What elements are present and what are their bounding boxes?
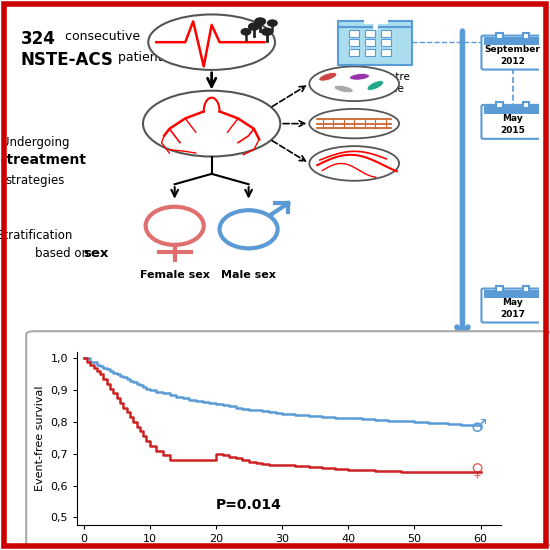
Text: Single centre
experience: Single centre experience: [341, 72, 410, 94]
Circle shape: [249, 23, 259, 30]
Bar: [496, 286, 503, 292]
Bar: [483, 37, 542, 45]
Text: September
2012: September 2012: [485, 45, 541, 66]
Bar: [496, 102, 503, 108]
Bar: [349, 49, 360, 56]
Bar: [522, 286, 529, 292]
FancyBboxPatch shape: [26, 331, 550, 546]
Text: sex: sex: [84, 246, 109, 260]
Text: Undergoing: Undergoing: [1, 136, 69, 148]
Text: ♂: ♂: [471, 417, 487, 436]
Bar: [365, 49, 375, 56]
Text: all-treatment: all-treatment: [0, 153, 87, 167]
Ellipse shape: [309, 109, 399, 139]
Ellipse shape: [309, 146, 399, 181]
Ellipse shape: [309, 67, 399, 101]
Text: Male sex: Male sex: [221, 270, 276, 280]
FancyBboxPatch shape: [481, 289, 544, 322]
Text: May
2017: May 2017: [500, 298, 525, 318]
Ellipse shape: [334, 85, 353, 92]
Text: Female sex: Female sex: [140, 270, 210, 280]
Text: strategies: strategies: [5, 174, 64, 187]
Ellipse shape: [143, 91, 280, 157]
Text: Stratification: Stratification: [0, 229, 73, 243]
Ellipse shape: [367, 81, 383, 90]
Text: consecutive: consecutive: [61, 30, 140, 43]
Bar: [496, 33, 503, 39]
Bar: [381, 39, 391, 46]
Circle shape: [241, 29, 251, 35]
Bar: [381, 49, 391, 56]
FancyBboxPatch shape: [338, 26, 412, 65]
Bar: [349, 30, 360, 37]
Bar: [522, 33, 529, 39]
Bar: [522, 102, 529, 108]
FancyBboxPatch shape: [338, 21, 412, 26]
Text: May
2015: May 2015: [500, 114, 525, 135]
Ellipse shape: [148, 14, 275, 70]
Bar: [483, 290, 542, 298]
Text: ♀: ♀: [471, 462, 484, 480]
Text: 324: 324: [20, 30, 56, 48]
Bar: [349, 39, 360, 46]
Ellipse shape: [319, 73, 337, 81]
Circle shape: [268, 20, 277, 26]
FancyBboxPatch shape: [481, 36, 544, 69]
Bar: [365, 39, 375, 46]
Text: based on: based on: [35, 246, 92, 260]
Bar: [365, 30, 375, 37]
Text: NSTE-ACS: NSTE-ACS: [20, 51, 113, 69]
Y-axis label: Event-free survival: Event-free survival: [35, 386, 45, 491]
Text: P=0.014: P=0.014: [216, 498, 282, 513]
Text: patients: patients: [114, 51, 169, 64]
Bar: [381, 30, 391, 37]
Bar: [483, 106, 542, 114]
FancyBboxPatch shape: [481, 105, 544, 139]
Circle shape: [262, 28, 272, 35]
Circle shape: [255, 18, 266, 25]
Ellipse shape: [350, 74, 370, 80]
